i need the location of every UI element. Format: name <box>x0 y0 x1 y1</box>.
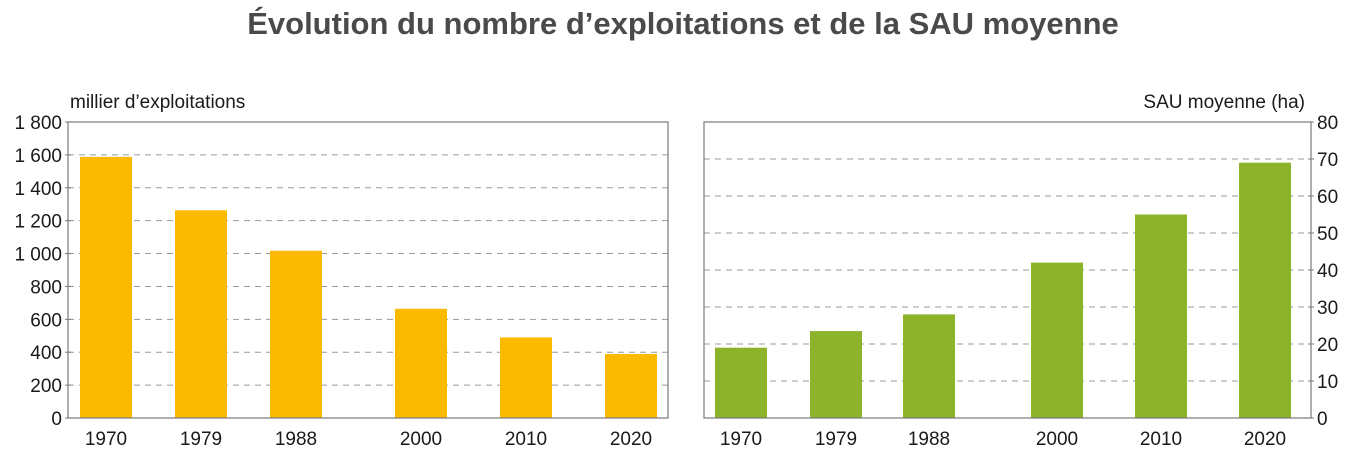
y-axis-label: millier d’exploitations <box>70 92 245 113</box>
y-tick-label: 70 <box>1317 150 1338 171</box>
y-tick-label: 1 800 <box>14 113 62 134</box>
chart-panel-1: 0 200 400 600 800 1 000 1 200 1 400 1 600 1 800 19… <box>14 92 669 450</box>
bar-2020 <box>605 354 657 418</box>
bar-2000 <box>395 308 447 418</box>
y-tick-label: 400 <box>30 343 62 364</box>
y-tick-label: 0 <box>51 409 62 430</box>
y-tick-label: 40 <box>1317 261 1338 282</box>
y-tick-label: 1 600 <box>14 146 62 167</box>
x-tick-label: 2020 <box>1244 429 1286 450</box>
y-tick-label: 20 <box>1317 335 1338 356</box>
bar-2010 <box>500 337 552 418</box>
bar-1988 <box>270 250 322 418</box>
x-tick-label: 1970 <box>720 429 762 450</box>
x-tick-label: 1970 <box>85 429 127 450</box>
x-tick-label: 1988 <box>908 429 950 450</box>
y-tick-label: 1 200 <box>14 212 62 233</box>
x-tick-label: 1988 <box>275 429 317 450</box>
x-tick-label: 1979 <box>180 429 222 450</box>
x-tick-label: 2000 <box>1036 429 1078 450</box>
x-tick-label: 2020 <box>610 429 652 450</box>
x-tick-label: 2010 <box>505 429 547 450</box>
bar-2000 <box>1031 262 1083 418</box>
y-tick-label: 30 <box>1317 298 1338 319</box>
bar-1970 <box>715 347 767 418</box>
y-axis-label: SAU moyenne (ha) <box>1143 92 1305 113</box>
y-tick-label: 60 <box>1317 187 1338 208</box>
plot-frame <box>67 121 669 419</box>
y-tick-label: 80 <box>1317 113 1338 134</box>
y-tick-label: 600 <box>30 310 62 331</box>
bar-2010 <box>1135 214 1187 418</box>
bar-1979 <box>810 331 862 418</box>
y-tick-label: 50 <box>1317 224 1338 245</box>
chart-title: Évolution du nombre d’exploitations et d… <box>247 6 1119 41</box>
bar-1988 <box>903 314 955 418</box>
bar-1979 <box>175 210 227 418</box>
y-tick-label: 1 400 <box>14 179 62 200</box>
x-tick-label: 1979 <box>815 429 857 450</box>
y-tick-label: 10 <box>1317 372 1338 393</box>
y-tick-label: 1 000 <box>14 245 62 266</box>
y-tick-label: 0 <box>1317 409 1328 430</box>
x-tick-label: 2000 <box>400 429 442 450</box>
y-tick-label: 800 <box>30 277 62 298</box>
chart-panel-2: 0 10 20 30 40 50 60 70 80 1970 1979 1988 2000 2010 202… <box>703 92 1338 450</box>
bar-2020 <box>1239 162 1291 418</box>
y-tick-label: 200 <box>30 376 62 397</box>
x-tick-label: 2010 <box>1140 429 1182 450</box>
bar-1970 <box>80 156 132 418</box>
